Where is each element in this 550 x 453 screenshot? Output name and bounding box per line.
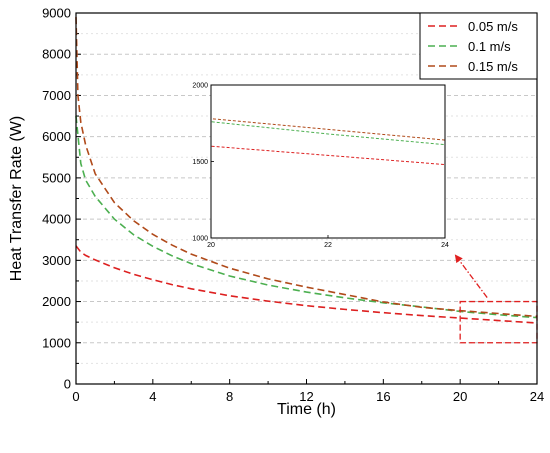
x-axis-title: Time (h) [277, 401, 336, 418]
y-tick-label: 3000 [42, 253, 71, 268]
inset-x-tick-label: 20 [207, 242, 215, 249]
y-tick-label: 1000 [42, 335, 71, 350]
x-tick-label: 16 [376, 389, 390, 404]
y-tick-label: 8000 [42, 47, 71, 62]
y-tick-label: 4000 [42, 212, 71, 227]
y-axis-title: Heat Transfer Rate (W) [8, 116, 25, 281]
series-line [75, 245, 538, 324]
inset-y-tick-label: 1500 [192, 159, 208, 166]
inset-background [211, 85, 445, 238]
y-tick-label: 7000 [42, 88, 71, 103]
inset-x-tick-label: 22 [324, 242, 332, 249]
x-tick-label: 0 [72, 389, 79, 404]
inset-x-tick-label: 24 [441, 242, 449, 249]
zoom-arrow [454, 254, 488, 298]
y-tick-label: 0 [64, 377, 71, 392]
x-tick-label: 24 [530, 389, 544, 404]
zoom-region-box [459, 300, 538, 344]
x-tick-label: 20 [453, 389, 467, 404]
y-tick-label: 2000 [42, 294, 71, 309]
x-tick-label: 8 [226, 389, 233, 404]
series-line [75, 17, 538, 318]
inset-y-tick-label: 2000 [192, 83, 208, 90]
inset-y-tick-label: 1000 [192, 236, 208, 243]
x-tick-label: 12 [299, 389, 313, 404]
legend-label: 0.15 m/s [468, 59, 518, 74]
x-tick-label: 4 [149, 389, 156, 404]
y-tick-label: 5000 [42, 170, 71, 185]
plot-frame [75, 12, 538, 385]
legend-label: 0.05 m/s [468, 19, 518, 34]
y-tick-label: 6000 [42, 129, 71, 144]
y-tick-label: 9000 [42, 6, 71, 21]
legend-label: 0.1 m/s [468, 39, 511, 54]
